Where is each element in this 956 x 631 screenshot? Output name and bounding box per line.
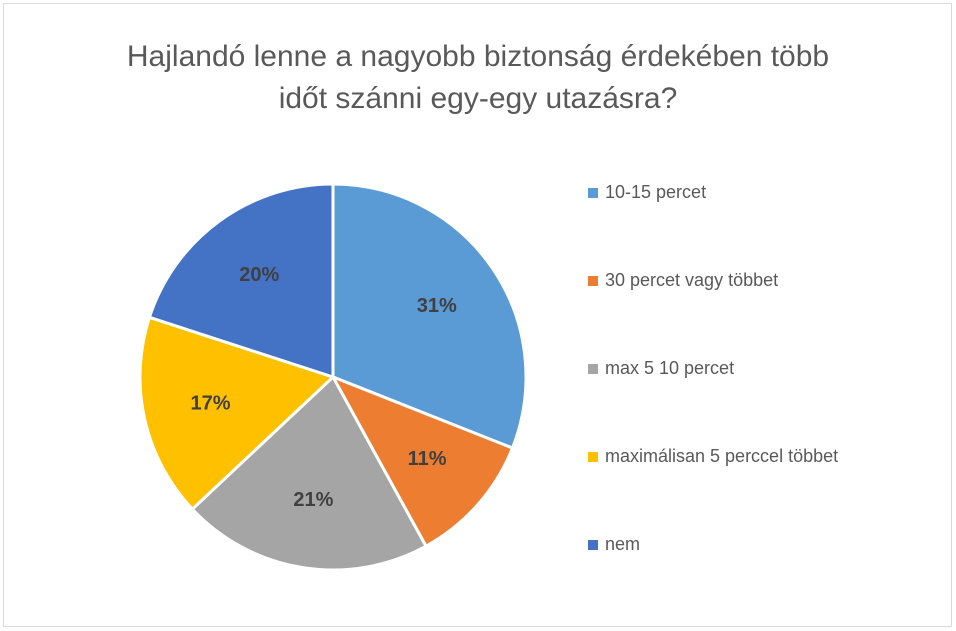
data-label: 11% <box>408 448 447 470</box>
legend-label: nem <box>605 534 640 554</box>
chart-title: Hajlandó lenne a nagyobb biztonság érdek… <box>126 40 830 115</box>
pie-slice <box>190 374 429 572</box>
data-label: 17% <box>191 393 231 415</box>
legend-swatch <box>588 188 598 198</box>
legend-label: 10-15 percet <box>605 182 706 202</box>
legend-label: maximálisan 5 perccel többet <box>605 446 838 466</box>
pie-slice <box>147 182 335 380</box>
data-label: 31% <box>417 295 457 317</box>
legend-swatch <box>588 364 598 374</box>
legend-swatch <box>588 452 598 462</box>
legend-label: 30 percet vagy többet <box>605 270 778 290</box>
data-label: 20% <box>239 264 279 286</box>
pie-slice <box>138 315 336 512</box>
legend-label: max 5 10 percet <box>605 358 734 378</box>
pie-slice <box>329 374 515 549</box>
legend-swatch <box>588 540 598 550</box>
legend-swatch <box>588 276 598 286</box>
data-label: 21% <box>293 489 333 511</box>
pie-slice <box>331 182 528 450</box>
